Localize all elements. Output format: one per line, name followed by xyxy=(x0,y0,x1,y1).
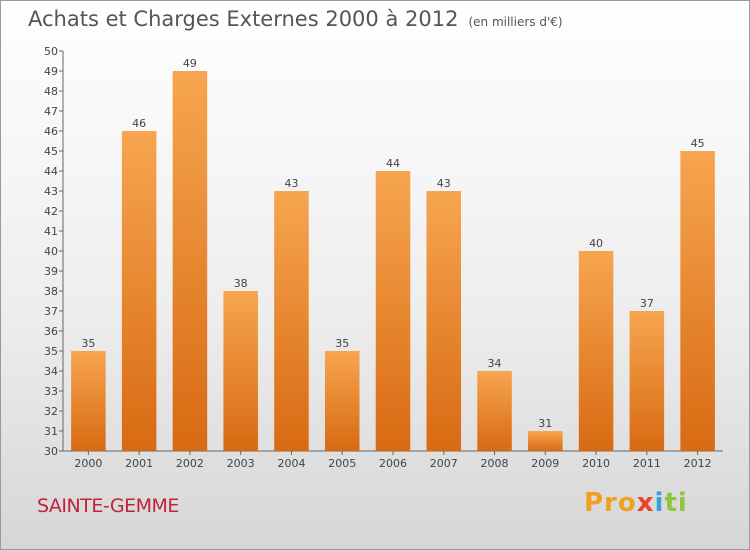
y-tick-label: 47 xyxy=(44,105,58,118)
x-tick-label: 2000 xyxy=(74,457,102,470)
y-tick-label: 43 xyxy=(44,185,58,198)
y-tick-label: 32 xyxy=(44,405,58,418)
bar xyxy=(629,311,665,451)
bar xyxy=(528,431,563,451)
y-tick-label: 31 xyxy=(44,425,58,438)
x-tick-label: 2005 xyxy=(328,457,356,470)
title-row: Achats et Charges Externes 2000 à 2012 (e… xyxy=(28,7,563,31)
y-tick-label: 50 xyxy=(44,45,58,58)
bar xyxy=(477,371,512,451)
data-label: 37 xyxy=(640,297,654,310)
y-tick-label: 37 xyxy=(44,305,58,318)
bar xyxy=(274,191,309,451)
bar xyxy=(426,191,462,451)
data-label: 46 xyxy=(132,117,146,130)
y-tick-label: 48 xyxy=(44,85,58,98)
data-label: 31 xyxy=(538,417,552,430)
bar xyxy=(375,171,411,451)
x-tick-label: 2003 xyxy=(227,457,255,470)
data-label: 34 xyxy=(488,357,502,370)
bar-layer xyxy=(71,71,715,451)
bar xyxy=(121,131,157,451)
brand-logo: Proxiti xyxy=(584,488,688,518)
data-label: 43 xyxy=(437,177,451,190)
x-tick-label: 2007 xyxy=(430,457,458,470)
data-label: 44 xyxy=(386,157,400,170)
x-tick-label: 2011 xyxy=(633,457,661,470)
data-label: 35 xyxy=(81,337,95,350)
y-tick-label: 39 xyxy=(44,265,58,278)
chart-title: Achats et Charges Externes 2000 à 2012 xyxy=(28,7,459,31)
y-tick-label: 45 xyxy=(44,145,58,158)
bar xyxy=(578,251,614,451)
bar xyxy=(71,351,106,451)
x-tick-label: 2004 xyxy=(277,457,305,470)
brand-logo-part: x xyxy=(636,488,655,518)
x-tick-label: 2009 xyxy=(531,457,559,470)
x-tick-label: 2002 xyxy=(176,457,204,470)
chart-unit: (en milliers d'€) xyxy=(468,15,563,29)
bar xyxy=(324,351,360,451)
y-tick-label: 42 xyxy=(44,205,58,218)
brand-logo-part: Pro xyxy=(584,488,637,518)
x-tick-label: 2001 xyxy=(125,457,153,470)
data-label: 49 xyxy=(183,57,197,70)
y-tick-label: 30 xyxy=(44,445,58,458)
y-tick-label: 38 xyxy=(44,285,58,298)
y-tick-label: 44 xyxy=(44,165,58,178)
y-tick-label: 35 xyxy=(44,345,58,358)
y-tick-label: 46 xyxy=(44,125,58,138)
data-label: 38 xyxy=(234,277,248,290)
x-tick-label: 2008 xyxy=(481,457,509,470)
data-label: 43 xyxy=(284,177,298,190)
bar xyxy=(172,71,208,451)
y-tick-label: 36 xyxy=(44,325,58,338)
y-tick-label: 40 xyxy=(44,245,58,258)
x-tick-label: 2010 xyxy=(582,457,610,470)
y-tick-label: 49 xyxy=(44,65,58,78)
data-label: 45 xyxy=(691,137,705,150)
brand-logo-part: ti xyxy=(664,488,688,518)
axis-layer: 30 31 32 33 34 35 36 37 38 39 40 41 42 43 44 45 46 47 48 49… xyxy=(44,45,723,458)
data-label: 40 xyxy=(589,237,603,250)
commune-name: SAINTE-GEMME xyxy=(37,495,179,517)
y-tick-label: 33 xyxy=(44,385,58,398)
x-tick-label: 2006 xyxy=(379,457,407,470)
brand-logo-part: i xyxy=(654,488,665,518)
y-tick-label: 34 xyxy=(44,365,58,378)
bar xyxy=(223,291,258,451)
label-layer: 2000 35 2001 46 2002 49 2003 38 2004 43 2005 35 2006… xyxy=(74,57,711,470)
y-tick-label: 41 xyxy=(44,225,58,238)
bar xyxy=(680,151,715,451)
x-tick-label: 2012 xyxy=(684,457,712,470)
data-label: 35 xyxy=(335,337,349,350)
